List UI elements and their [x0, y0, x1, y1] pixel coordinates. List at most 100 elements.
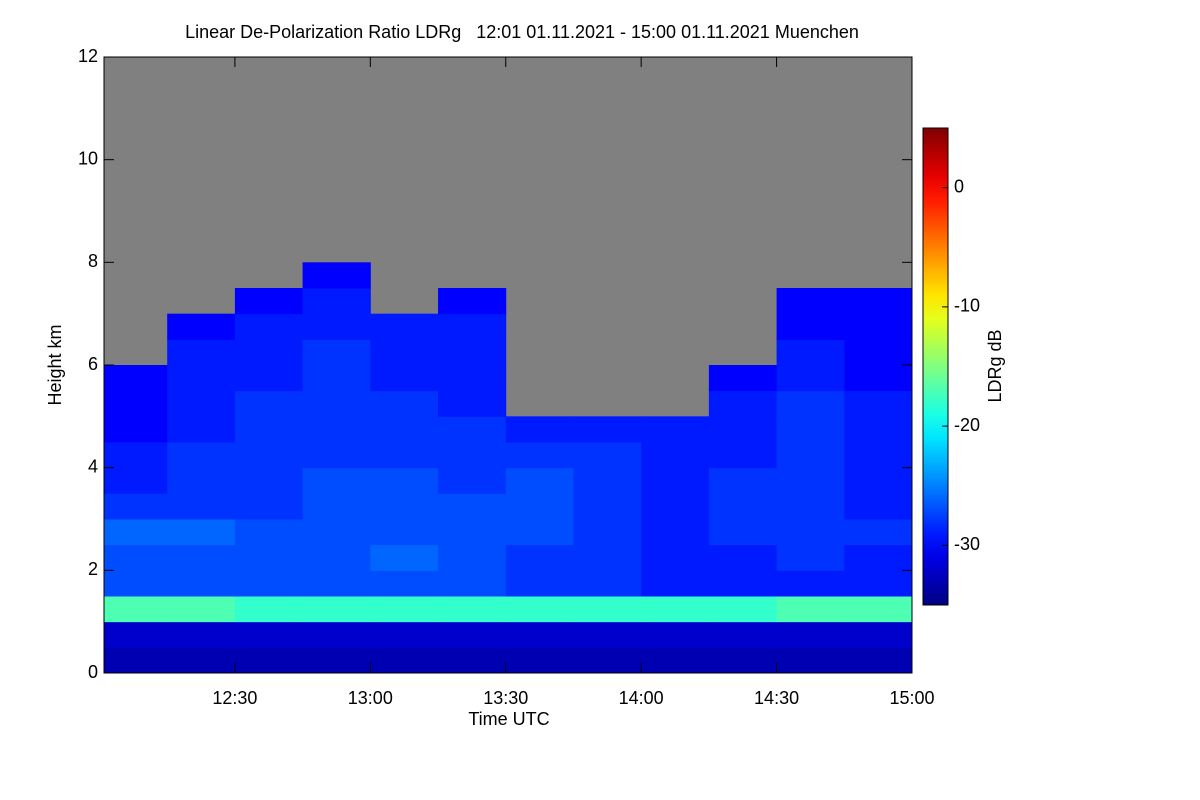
heat-cell [370, 339, 439, 366]
heat-cell [438, 365, 507, 392]
heat-cell [641, 493, 710, 520]
heat-cell [104, 570, 168, 597]
heat-cell [708, 365, 778, 392]
heat-cell [776, 416, 845, 443]
y-tick-label: 6 [88, 354, 98, 374]
colorbar-tick-label: -10 [954, 296, 980, 316]
heat-cell [573, 467, 642, 494]
y-axis-label: Height km [45, 324, 65, 405]
heat-cell [438, 519, 507, 546]
heat-cell [573, 570, 642, 597]
heat-cell [370, 544, 439, 571]
heat-cell [438, 467, 507, 494]
heat-cell [234, 467, 304, 494]
heat-cell [438, 647, 507, 674]
heat-cell [302, 544, 371, 571]
heat-cell [438, 313, 507, 340]
heat-cell [167, 596, 236, 623]
heat-cell [104, 596, 168, 623]
heat-cell [505, 416, 574, 443]
heat-cell [573, 493, 642, 520]
heat-cell [573, 442, 642, 469]
heat-cell [302, 288, 371, 315]
heat-cell [234, 570, 304, 597]
heat-cell [234, 519, 304, 546]
heat-cell [776, 390, 845, 417]
heat-cell [370, 519, 439, 546]
heat-cell [104, 647, 168, 674]
heat-cell [844, 596, 913, 623]
heat-cell [234, 339, 304, 366]
heat-cell [844, 416, 913, 443]
heat-cell [302, 416, 371, 443]
x-tick-label: 13:00 [348, 688, 393, 708]
heat-cell [104, 467, 168, 494]
heat-cell [302, 519, 371, 546]
heat-cell [505, 493, 574, 520]
heat-cell [844, 339, 913, 366]
heat-cell [438, 596, 507, 623]
heat-cell [302, 647, 371, 674]
heat-cell [167, 313, 236, 340]
heat-cell [776, 519, 845, 546]
heat-cell [573, 519, 642, 546]
x-tick-label: 12:30 [212, 688, 257, 708]
heat-cell [844, 519, 913, 546]
heat-cell [370, 442, 439, 469]
heat-cell [708, 467, 778, 494]
heat-cell [167, 570, 236, 597]
x-tick-label: 15:00 [889, 688, 934, 708]
heat-cell [438, 416, 507, 443]
heat-cell [505, 544, 574, 571]
heat-cell [438, 339, 507, 366]
heat-cell [234, 416, 304, 443]
colorbar [922, 127, 949, 606]
heat-cell [641, 647, 710, 674]
heat-cell [844, 390, 913, 417]
x-axis-label: Time UTC [468, 709, 549, 729]
heat-cell [370, 647, 439, 674]
heat-cell [844, 544, 913, 571]
heat-cell [234, 493, 304, 520]
heat-cell [776, 339, 845, 366]
heat-cell [104, 365, 168, 392]
heat-cell [302, 493, 371, 520]
heat-cell [438, 288, 507, 315]
colorbar-label: LDRg dB [985, 329, 1005, 402]
heat-cell [708, 621, 778, 648]
heat-cell [104, 390, 168, 417]
heat-cell [370, 596, 439, 623]
heat-cell [844, 570, 913, 597]
heat-cell [234, 313, 304, 340]
heat-cell [573, 621, 642, 648]
heat-cell [505, 621, 574, 648]
heat-cell [844, 365, 913, 392]
heat-cell [776, 544, 845, 571]
heat-cell [505, 519, 574, 546]
heat-cell [234, 288, 304, 315]
heat-cell [776, 442, 845, 469]
chart-title: Linear De-Polarization Ratio LDRg 12:01 … [185, 22, 859, 42]
heat-cell [708, 570, 778, 597]
heat-cell [167, 390, 236, 417]
heat-cell [438, 442, 507, 469]
heat-cell [776, 596, 845, 623]
heat-cell [844, 493, 913, 520]
heat-cell [708, 519, 778, 546]
heat-cell [104, 519, 168, 546]
heat-cell [167, 621, 236, 648]
heat-cell [708, 416, 778, 443]
x-tick-label: 14:30 [754, 688, 799, 708]
heat-cell [641, 621, 710, 648]
heat-cell [167, 544, 236, 571]
heat-cell [302, 467, 371, 494]
heat-cell [104, 621, 168, 648]
heat-cell [234, 621, 304, 648]
y-tick-label: 2 [88, 559, 98, 579]
x-tick-label: 14:00 [619, 688, 664, 708]
heat-cell [167, 365, 236, 392]
heat-cell [438, 493, 507, 520]
heat-cell [573, 647, 642, 674]
heat-cell [844, 442, 913, 469]
